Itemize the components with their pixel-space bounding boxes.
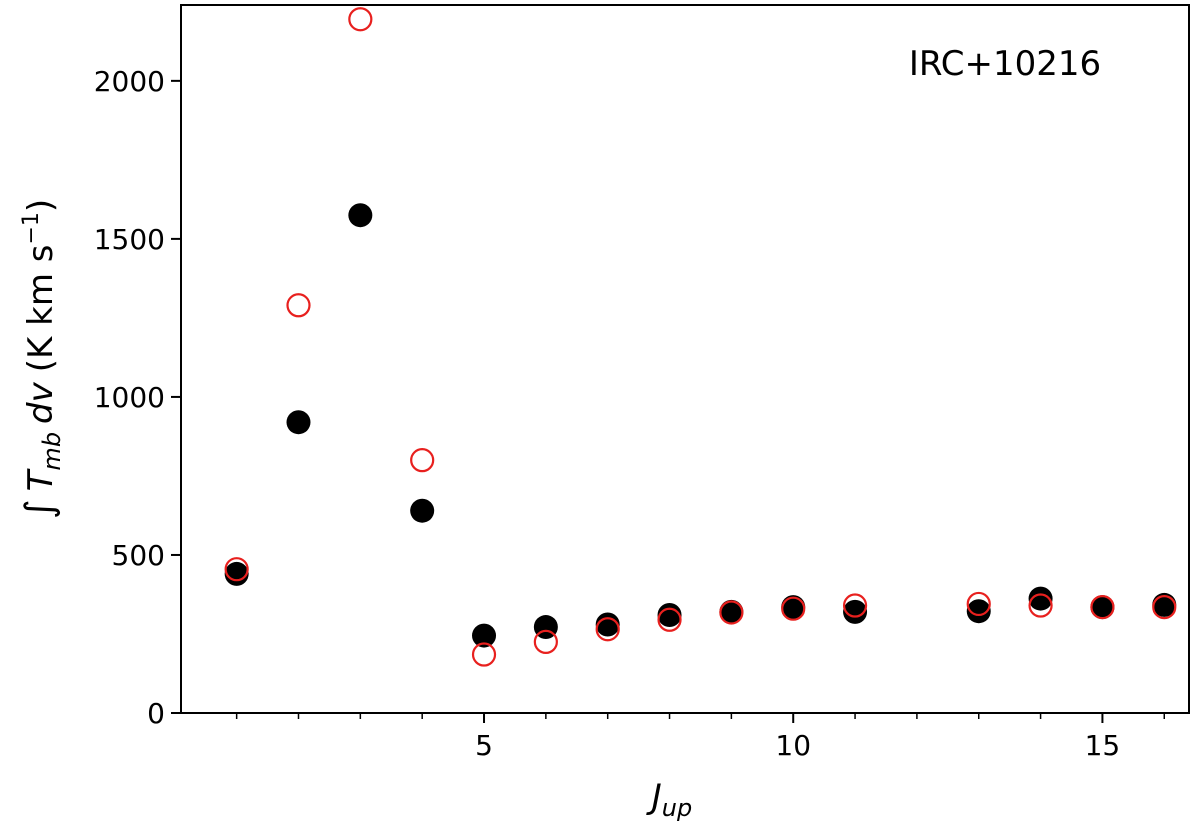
axis-ticks: 5 10 15 0 500 1000 1500 2000 bbox=[94, 65, 1166, 762]
data-point-filled bbox=[966, 599, 991, 624]
data-point-open bbox=[348, 7, 373, 32]
y-tick-label: 1000 bbox=[94, 381, 165, 414]
data-point-open bbox=[1090, 595, 1115, 620]
data-point-open bbox=[533, 629, 558, 654]
y-axis-label: ∫ Tmb dv (K km s−1) bbox=[17, 199, 66, 519]
data-point-filled bbox=[843, 599, 868, 624]
data-point-open bbox=[966, 591, 991, 617]
data-point-filled bbox=[719, 599, 744, 624]
y-axis-label-integral: ∫ bbox=[17, 499, 61, 519]
y-axis-label-t: T bbox=[21, 468, 61, 491]
data-point-open bbox=[842, 593, 868, 618]
data-point-open bbox=[1152, 595, 1177, 620]
data-point-open bbox=[286, 293, 311, 318]
y-axis-label-units: (K km s bbox=[21, 245, 61, 373]
data-point-open bbox=[471, 642, 497, 667]
data-point-filled bbox=[472, 623, 497, 648]
data-point-filled bbox=[781, 595, 806, 620]
data-point-filled bbox=[1090, 595, 1115, 620]
data-point-filled bbox=[657, 603, 682, 628]
data-point-filled bbox=[1028, 586, 1053, 611]
x-axis-label: Jup bbox=[646, 777, 692, 822]
data-point-open bbox=[781, 596, 806, 621]
y-axis-label-units-exponent: −1 bbox=[19, 212, 44, 244]
y-tick-label: 2000 bbox=[94, 65, 165, 98]
y-tick-label: 0 bbox=[147, 697, 165, 730]
x-axis-label-subscript: up bbox=[662, 794, 692, 822]
data-point-filled bbox=[595, 612, 620, 637]
data-points bbox=[224, 7, 1177, 667]
plot-frame bbox=[180, 4, 1190, 714]
data-point-filled bbox=[348, 203, 373, 228]
data-point-filled bbox=[224, 561, 249, 586]
x-tick-label: 15 bbox=[1085, 729, 1121, 762]
x-tick-label: 10 bbox=[775, 729, 811, 762]
data-point-open bbox=[410, 448, 435, 473]
y-axis-label-units-close: ) bbox=[21, 199, 61, 212]
data-point-filled bbox=[286, 410, 311, 435]
y-tick-label: 1500 bbox=[94, 223, 165, 256]
y-tick-label: 500 bbox=[112, 539, 165, 572]
x-tick-label: 5 bbox=[475, 729, 493, 762]
data-point-open bbox=[719, 600, 744, 625]
data-point-open bbox=[1028, 593, 1053, 618]
data-point-open bbox=[224, 557, 249, 582]
x-axis-label-j: J bbox=[646, 777, 662, 817]
data-point-open bbox=[595, 617, 620, 642]
data-point-open bbox=[657, 607, 682, 632]
data-point-filled bbox=[410, 498, 435, 523]
y-axis-label-t-subscript: mb bbox=[38, 432, 66, 471]
annotation-label: IRC+10216 bbox=[909, 44, 1101, 84]
y-axis-label-dv: dv bbox=[21, 381, 61, 424]
